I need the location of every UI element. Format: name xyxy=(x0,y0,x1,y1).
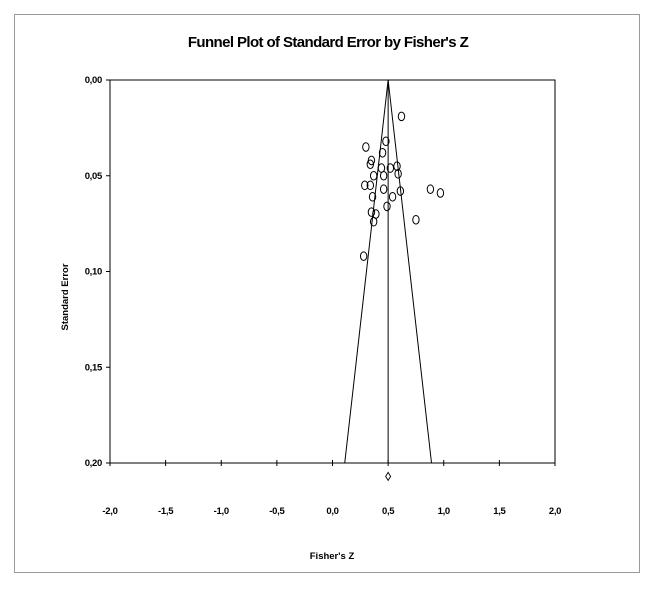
study-point xyxy=(436,188,445,198)
study-point xyxy=(386,163,395,173)
study-point xyxy=(388,192,397,202)
study-point xyxy=(366,180,375,191)
study-point xyxy=(394,169,402,179)
study-point xyxy=(426,184,435,194)
x-tick-label: -2,0 xyxy=(102,506,117,517)
x-tick-label: 1,5 xyxy=(493,506,506,517)
x-tick-label: 2,0 xyxy=(549,506,561,517)
funnel-lines xyxy=(344,79,433,482)
study-point xyxy=(383,201,391,212)
funnel-right-line xyxy=(387,79,433,464)
study-point xyxy=(362,142,370,152)
y-tick-label: 0,20 xyxy=(85,458,102,469)
study-point xyxy=(412,214,420,225)
y-tick-label: 0,15 xyxy=(85,362,103,373)
plot-area xyxy=(109,79,556,464)
chart-frame xyxy=(14,14,640,573)
summary-diamond xyxy=(385,471,392,482)
study-points xyxy=(359,111,445,261)
x-tick-label: -0,5 xyxy=(269,506,285,517)
study-point xyxy=(369,216,378,227)
study-point xyxy=(368,192,377,202)
study-point xyxy=(397,111,406,122)
study-point xyxy=(382,136,390,147)
y-tick-label: 0,00 xyxy=(85,75,102,86)
study-point xyxy=(369,170,378,181)
x-axis-label: Fisher's Z xyxy=(310,551,355,562)
chart-title: Funnel Plot of Standard Error by Fisher'… xyxy=(187,34,469,51)
study-point xyxy=(367,207,376,217)
study-point xyxy=(366,159,375,170)
study-point xyxy=(359,251,368,261)
study-point xyxy=(361,180,369,191)
x-tick-label: 1,0 xyxy=(438,506,450,517)
study-point xyxy=(379,184,388,194)
study-point xyxy=(393,161,401,171)
x-tick-label: -1,5 xyxy=(158,506,174,517)
study-point xyxy=(378,147,387,158)
y-tick-label: 0,05 xyxy=(85,171,103,182)
x-tick-label: 0,0 xyxy=(326,506,338,517)
x-tick-label: -1,0 xyxy=(214,506,229,517)
x-axis-ticks: -2,0 -1,5 -1,0 -0,5 0,0 0,5 1,0 1,5 2,0 xyxy=(102,460,561,517)
funnel-left-line xyxy=(344,79,389,464)
study-point xyxy=(379,170,388,181)
y-axis-ticks: 0,00 0,05 0,10 0,15 0,20 xyxy=(85,75,110,469)
y-axis-label: Standard Error xyxy=(60,263,71,330)
study-point xyxy=(396,186,405,196)
x-tick-label: 0,5 xyxy=(382,506,395,517)
y-tick-label: 0,10 xyxy=(85,267,102,278)
